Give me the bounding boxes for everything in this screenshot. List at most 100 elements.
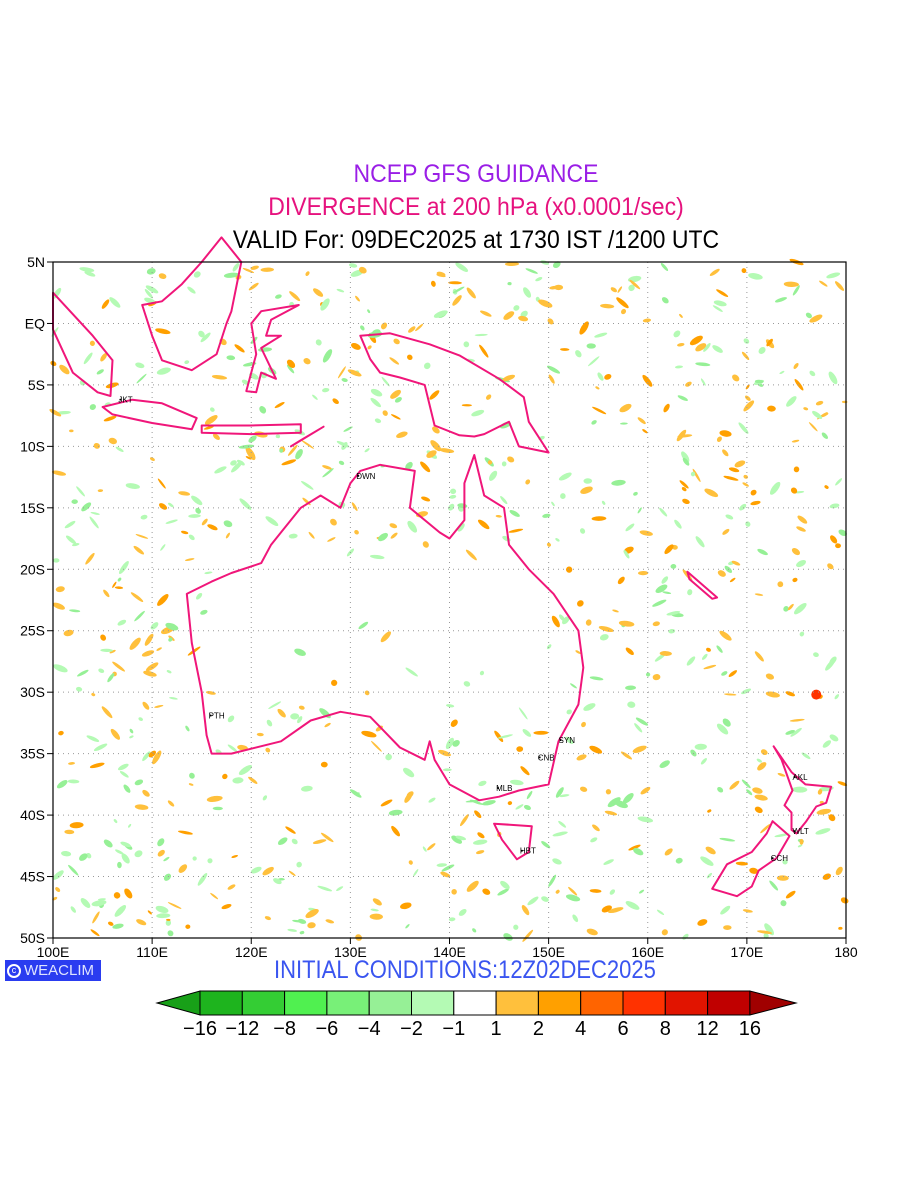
divergence-contour: [349, 789, 362, 798]
divergence-contour: [189, 772, 195, 779]
divergence-contour: [656, 909, 665, 916]
lon-label: 160E: [631, 944, 664, 960]
divergence-contour: [60, 850, 72, 857]
divergence-contour: [809, 370, 816, 377]
divergence-contour: [697, 919, 708, 926]
divergence-contour: [591, 420, 597, 425]
divergence-contour: [64, 520, 76, 529]
divergence-contour: [145, 662, 159, 672]
divergence-contour: [765, 691, 780, 698]
divergence-contour: [259, 406, 267, 414]
coastline-lesser-sunda: [200, 423, 302, 436]
divergence-contour: [815, 400, 824, 406]
coastline-australia: [185, 454, 585, 802]
divergence-contour: [210, 892, 219, 900]
coastline-sulawesi: [245, 304, 300, 394]
divergence-contour: [716, 645, 723, 653]
divergence-contour: [115, 446, 124, 453]
colorbar-label: −2: [400, 1018, 423, 1040]
divergence-contour: [420, 461, 431, 473]
divergence-contour: [660, 262, 669, 272]
coastline-new-caledonia: [686, 570, 719, 600]
divergence-contour: [720, 905, 731, 915]
divergence-contour: [167, 902, 182, 909]
divergence-contour: [748, 273, 763, 280]
divergence-contour: [277, 837, 288, 845]
divergence-contour: [455, 835, 467, 841]
divergence-contour: [264, 916, 271, 921]
divergence-contour: [628, 844, 641, 851]
divergence-contour: [185, 725, 190, 732]
divergence-contour: [155, 328, 171, 335]
divergence-contour: [203, 425, 214, 430]
divergence-contour: [633, 491, 638, 496]
divergence-contour: [752, 787, 763, 794]
divergence-contour: [728, 670, 738, 677]
divergence-contour: [785, 691, 796, 697]
divergence-contour: [799, 631, 805, 637]
divergence-contour: [687, 589, 693, 596]
divergence-contour: [198, 330, 205, 338]
divergence-contour: [769, 880, 779, 891]
divergence-contour: [541, 896, 549, 902]
divergence-contour: [117, 619, 127, 626]
divergence-contour: [347, 369, 362, 377]
divergence-contour: [315, 339, 322, 346]
divergence-contour: [590, 837, 598, 843]
divergence-contour: [231, 854, 239, 858]
divergence-contour: [679, 480, 689, 489]
divergence-contour: [497, 888, 509, 896]
city-marker: [357, 474, 360, 477]
divergence-contour: [134, 779, 144, 786]
divergence-contour: [451, 888, 457, 895]
divergence-contour: [146, 268, 156, 275]
divergence-contour: [709, 268, 720, 276]
divergence-contour: [742, 482, 749, 487]
divergence-contour: [681, 451, 690, 463]
divergence-contour: [167, 502, 174, 508]
colorbar-swatch: [368, 990, 413, 1016]
divergence-contour: [55, 586, 65, 593]
divergence-contour: [478, 780, 487, 787]
divergence-contour: [479, 670, 485, 676]
divergence-contour: [436, 271, 446, 277]
divergence-contour: [583, 478, 593, 484]
divergence-contour: [446, 704, 455, 708]
divergence-contour: [107, 921, 114, 926]
divergence-contour: [367, 309, 371, 314]
divergence-contour: [125, 483, 140, 489]
divergence-contour: [248, 435, 257, 443]
divergence-contour: [452, 295, 462, 306]
divergence-contour: [463, 341, 470, 348]
divergence-contour: [188, 534, 195, 541]
divergence-contour: [322, 465, 332, 470]
divergence-contour: [794, 602, 807, 615]
divergence-contour: [474, 333, 488, 337]
divergence-contour: [797, 844, 803, 848]
divergence-contour: [167, 800, 175, 807]
colorbar-swatch: [664, 990, 709, 1016]
divergence-contour: [188, 514, 201, 518]
divergence-contour: [212, 806, 223, 811]
divergence-contour: [307, 922, 316, 929]
lat-label: 10S: [20, 438, 45, 454]
divergence-contour: [158, 273, 167, 279]
divergence-contour: [589, 745, 603, 754]
divergence-contour: [509, 510, 520, 517]
divergence-contour: [338, 460, 345, 466]
divergence-contour: [238, 444, 255, 449]
colorbar-swatch: [580, 990, 624, 1016]
divergence-contour: [354, 529, 359, 535]
divergence-contour: [320, 832, 334, 843]
divergence-contour: [207, 858, 213, 864]
divergence-contour: [738, 422, 749, 434]
divergence-contour: [503, 933, 513, 941]
divergence-contour: [547, 318, 554, 325]
city-marker: [771, 857, 774, 860]
colorbar-swatch: [707, 990, 751, 1016]
divergence-contour: [191, 495, 203, 506]
divergence-contour: [741, 779, 751, 789]
divergence-contour: [145, 285, 159, 294]
divergence-contour: [764, 923, 774, 936]
divergence-contour: [652, 599, 667, 607]
